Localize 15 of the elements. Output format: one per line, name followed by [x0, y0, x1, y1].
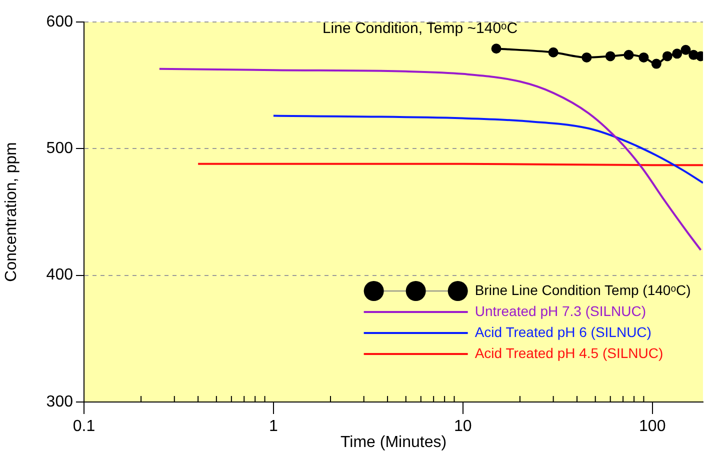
text: Acid Treated pH 6 (SILNUC)	[474, 324, 652, 340]
y-tick-label: 600	[46, 13, 74, 30]
annotation: Line Condition, Temp ~140ᵒC	[321, 20, 519, 37]
legend-label: Brine Line Condition Temp (140ᵒC)	[474, 282, 691, 298]
y-tick-label: 300	[46, 393, 74, 410]
text: Acid Treated pH 4.5 (SILNUC)	[474, 344, 664, 361]
y-axis-title: Concentration, ppm	[3, 142, 20, 282]
x-tick-label: 0.1	[72, 418, 96, 436]
y-tick-label: 400	[46, 266, 74, 284]
y-tick-label: 500	[46, 140, 74, 158]
x-tick-label: 10	[454, 418, 472, 436]
x-tick-label: 100	[639, 418, 666, 436]
x-tick-label: 1	[269, 418, 278, 436]
text: Untreated pH 7.3 (SILNUC)	[474, 302, 646, 319]
x-axis-title: Time (Minutes)	[340, 434, 447, 451]
